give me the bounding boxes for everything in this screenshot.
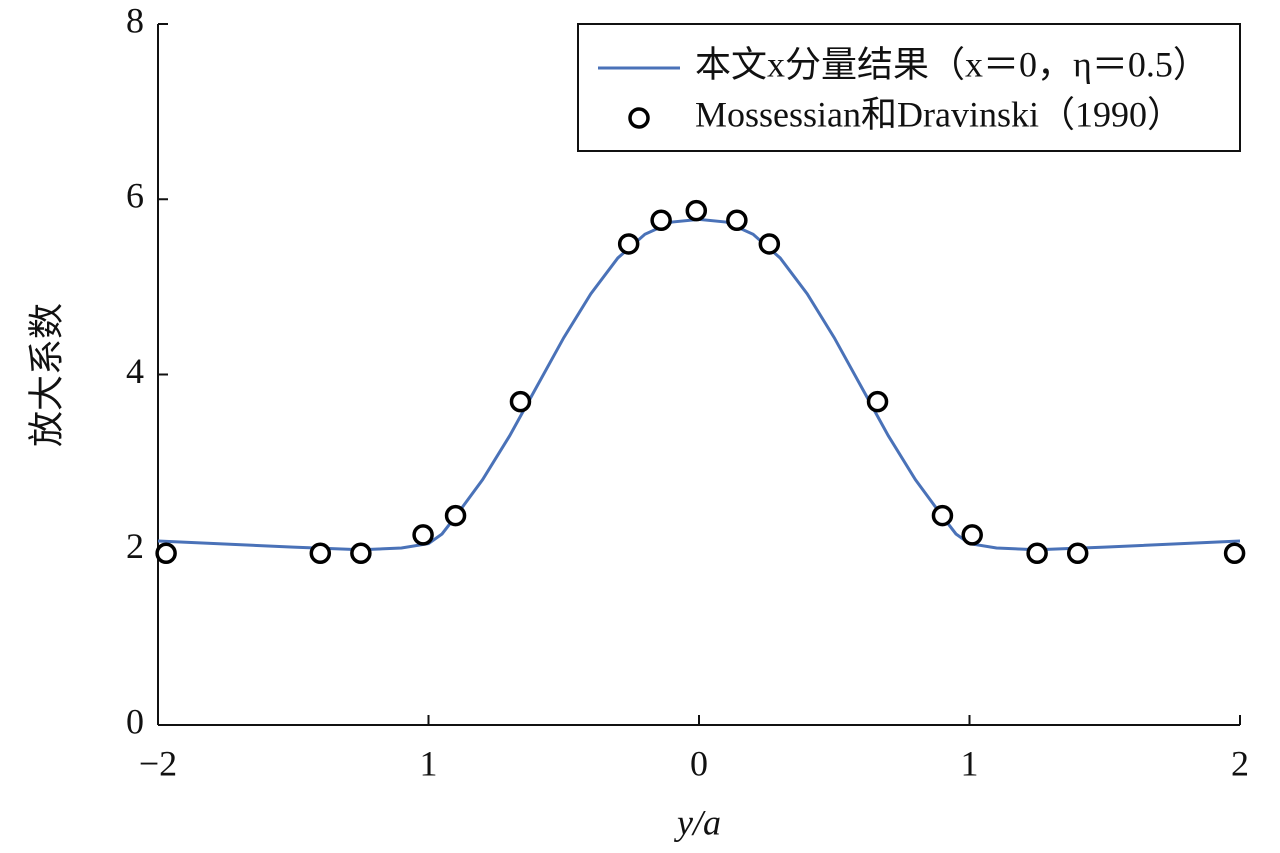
y-axis-label: 放大系数 <box>26 303 66 447</box>
data-point <box>309 542 332 565</box>
x-tick-label: 0 <box>690 743 708 783</box>
data-point <box>509 390 532 413</box>
data-line <box>157 217 1241 552</box>
y-tick-label: 2 <box>126 526 144 566</box>
y-tick-label: 4 <box>126 351 144 391</box>
data-point <box>758 233 781 255</box>
data-point <box>650 209 672 232</box>
data-point <box>350 542 372 565</box>
data-point <box>1223 542 1246 565</box>
x-tick-label: 1 <box>420 743 438 783</box>
legend-box <box>577 23 1241 152</box>
data-point <box>866 390 889 413</box>
x-tick-label: −2 <box>139 743 177 783</box>
data-point <box>1026 542 1048 565</box>
data-point <box>617 233 640 255</box>
data-point <box>685 199 708 222</box>
data-point <box>961 524 983 546</box>
y-tick-label: 0 <box>126 701 144 741</box>
data-point <box>444 504 467 527</box>
x-axis-label: y/a <box>674 802 721 842</box>
data-point <box>155 542 177 565</box>
y-tick-label: 6 <box>126 176 144 216</box>
legend-marker <box>628 107 650 129</box>
data-point <box>1066 542 1089 565</box>
legend-label: 本文x分量结果（x＝0，η＝0.5） <box>695 44 1209 84</box>
data-point <box>726 209 748 232</box>
x-tick-label: 1 <box>961 743 979 783</box>
data-point <box>931 504 954 527</box>
legend-label: Mossessian和Dravinski（1990） <box>695 94 1183 134</box>
data-point <box>412 524 434 546</box>
x-tick-label: 2 <box>1231 743 1249 783</box>
y-tick-label: 8 <box>126 0 144 40</box>
